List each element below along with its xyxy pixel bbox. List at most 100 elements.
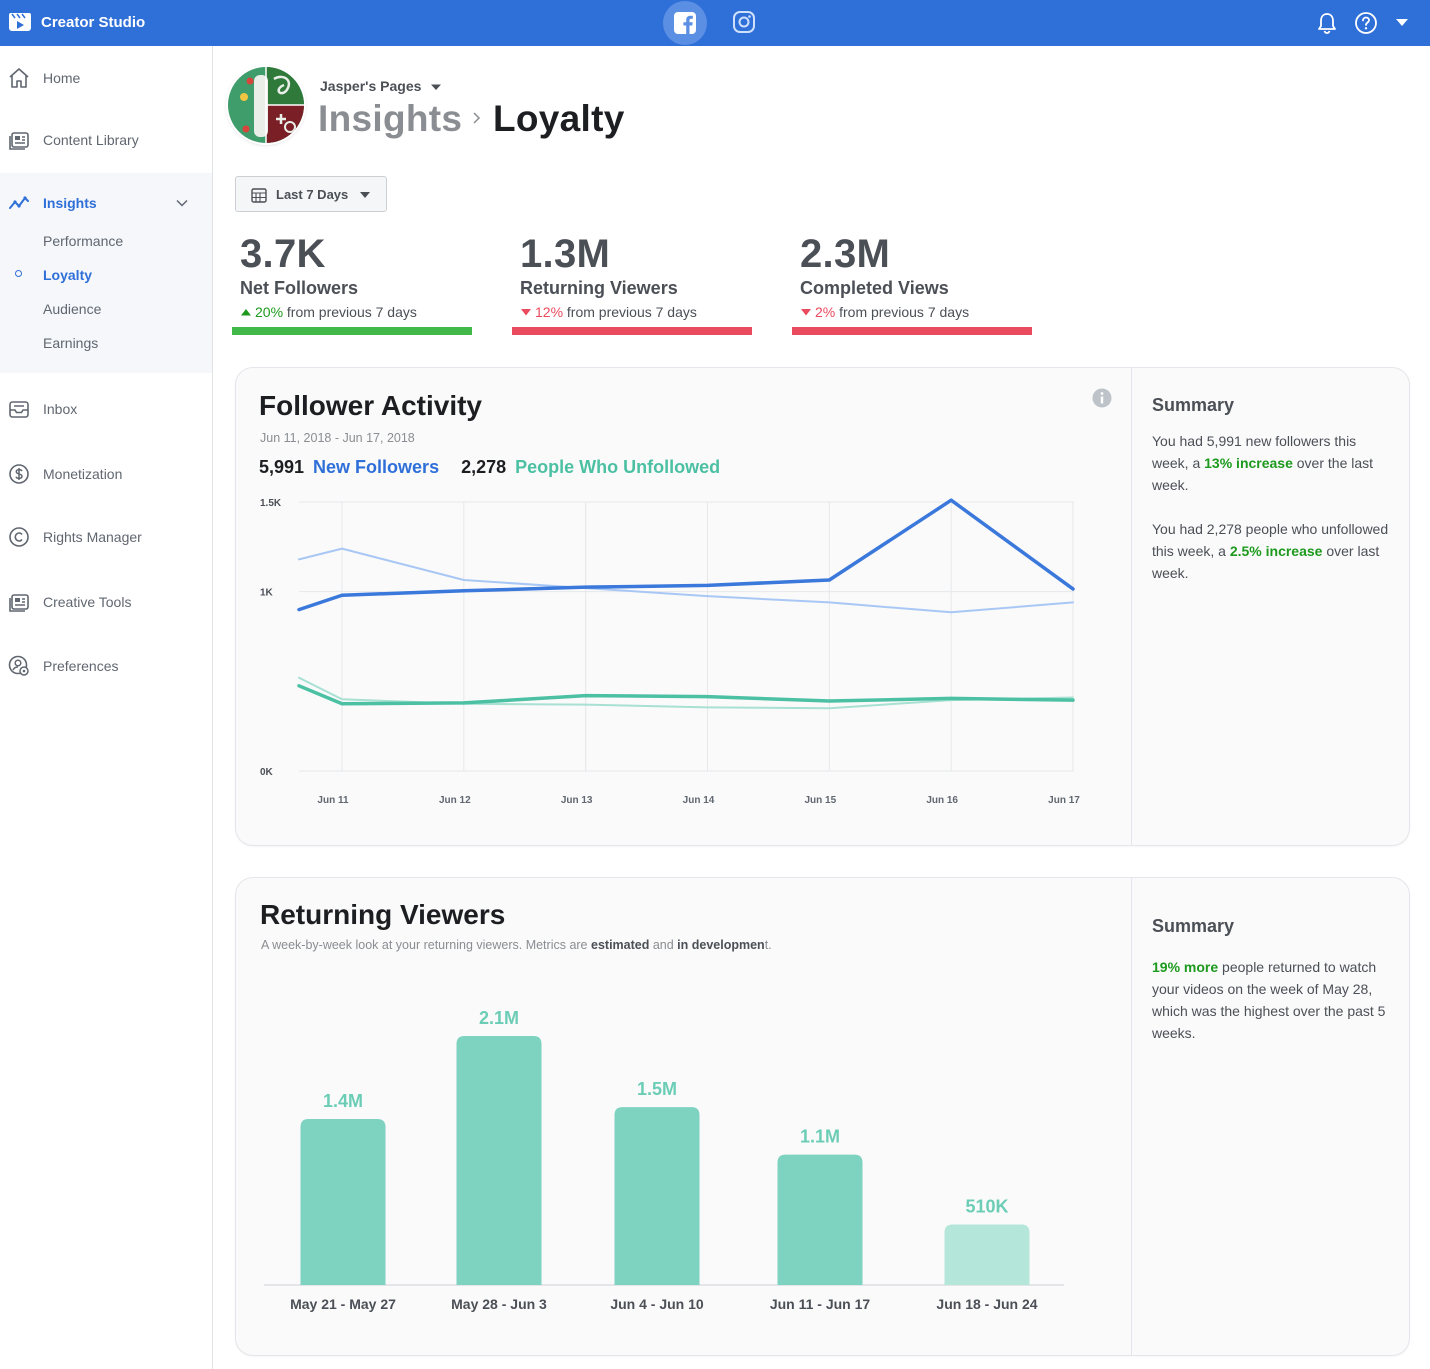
y-tick-label: 1.5K xyxy=(260,498,282,509)
bar[interactable] xyxy=(614,1107,700,1285)
bar[interactable] xyxy=(300,1119,386,1285)
app-brand[interactable]: Creator Studio xyxy=(8,9,145,35)
bar[interactable] xyxy=(944,1224,1030,1285)
metric-completed-views[interactable]: 2.3M Completed Views 2% from previous 7 … xyxy=(792,232,1032,336)
series-line-previous[interactable] xyxy=(298,676,1074,710)
metric-indicator-bar xyxy=(512,327,752,335)
summary-title: Summary xyxy=(1152,916,1235,936)
follower-activity-date-range: Jun 11, 2018 - Jun 17, 2018 xyxy=(260,431,415,445)
series-line-previous[interactable] xyxy=(298,547,1074,614)
x-tick-label: Jun 13 xyxy=(561,795,593,806)
help-icon[interactable] xyxy=(1354,11,1378,35)
follower-activity-summary: Summary You had 5,991 new followers this… xyxy=(1132,368,1409,845)
page-avatar[interactable] xyxy=(228,67,304,143)
breadcrumb-parent[interactable]: Insights xyxy=(318,98,463,139)
sidebar-item-home[interactable]: Home xyxy=(0,63,212,93)
x-tick-label: May 28 - Jun 3 xyxy=(451,1296,547,1312)
follower-activity-panel: Follower Activity Jun 11, 2018 - Jun 17,… xyxy=(235,367,1410,846)
bar-value-label: 510K xyxy=(965,1197,1008,1217)
page-avatar-image xyxy=(228,67,304,143)
active-indicator-dot xyxy=(15,270,22,277)
metric-net-followers[interactable]: 3.7K Net Followers 20% from previous 7 d… xyxy=(232,232,472,336)
metric-value: 3.7K xyxy=(240,232,326,276)
summary-paragraph: You had 2,278 people who unfollowed this… xyxy=(1152,521,1389,581)
y-tick-label: 0K xyxy=(260,767,274,778)
metric-delta: 12% from previous 7 days xyxy=(520,304,697,320)
page-name: Jasper's Pages xyxy=(320,78,422,94)
calendar-icon xyxy=(251,188,267,203)
sidebar-item-content-library[interactable]: Content Library xyxy=(0,125,212,155)
bell-icon[interactable] xyxy=(1316,11,1338,35)
sidebar-subitem-loyalty[interactable]: Loyalty xyxy=(43,267,93,283)
page-selector[interactable]: Jasper's Pages xyxy=(320,78,442,94)
sidebar: Home Content Library Insights Performanc… xyxy=(0,46,213,1369)
series-line[interactable] xyxy=(297,684,1075,706)
follower-activity-title: Follower Activity xyxy=(259,390,483,421)
metric-delta: 2% from previous 7 days xyxy=(800,304,969,320)
sidebar-item-insights[interactable]: Insights xyxy=(0,188,212,218)
creative-tools-icon xyxy=(9,594,29,612)
facebook-icon xyxy=(674,12,696,35)
sidebar-item-inbox[interactable]: Inbox xyxy=(0,394,212,424)
unfollowed-count: 2,278 xyxy=(461,457,507,477)
app-title: Creator Studio xyxy=(41,13,146,31)
home-icon xyxy=(9,68,29,88)
x-tick-label: Jun 4 - Jun 10 xyxy=(610,1296,704,1312)
summary-paragraph: 19% more people returned to watch your v… xyxy=(1152,959,1386,1041)
metric-name: Net Followers xyxy=(240,278,359,298)
returning-viewers-summary: Summary 19% more people returned to watc… xyxy=(1132,878,1409,1355)
arrow-down-icon xyxy=(801,309,811,316)
legend-new-followers[interactable]: New Followers xyxy=(313,457,440,477)
x-tick-label: Jun 16 xyxy=(926,795,958,806)
caret-down-icon xyxy=(360,192,370,198)
series-line[interactable] xyxy=(297,498,1075,612)
follower-activity-legend: 5,991 New Followers 2,278 People Who Unf… xyxy=(259,457,720,478)
sidebar-subitem-earnings[interactable]: Earnings xyxy=(43,335,99,351)
date-range-dropdown[interactable]: Last 7 Days xyxy=(235,176,387,212)
chevron-down-icon[interactable] xyxy=(176,199,188,207)
arrow-up-icon xyxy=(241,309,251,316)
x-tick-label: Jun 11 - Jun 17 xyxy=(770,1296,871,1312)
content-library-icon xyxy=(9,132,29,150)
metric-value: 1.3M xyxy=(520,232,611,276)
caret-down-icon xyxy=(431,84,442,90)
x-tick-label: Jun 11 xyxy=(317,795,349,806)
legend-unfollowed[interactable]: People Who Unfollowed xyxy=(515,457,721,477)
creator-studio-logo-icon xyxy=(9,13,31,31)
chevron-right-icon xyxy=(473,112,481,124)
sidebar-item-creative-tools[interactable]: Creative Tools xyxy=(0,587,212,617)
instagram-icon[interactable] xyxy=(732,10,756,34)
bar-value-label: 1.5M xyxy=(637,1079,677,1099)
bar-value-label: 1.1M xyxy=(800,1127,840,1147)
summary-title: Summary xyxy=(1152,395,1235,415)
x-tick-label: Jun 17 xyxy=(1048,795,1080,806)
x-tick-label: Jun 18 - Jun 24 xyxy=(936,1296,1037,1312)
y-tick-label: 1K xyxy=(260,588,274,599)
metric-returning-viewers[interactable]: 1.3M Returning Viewers 12% from previous… xyxy=(512,232,752,336)
returning-viewers-subtitle: A week-by-week look at your returning vi… xyxy=(261,938,772,952)
bar[interactable] xyxy=(777,1154,863,1285)
info-icon[interactable] xyxy=(1092,388,1112,408)
sidebar-item-preferences[interactable]: Preferences xyxy=(0,651,212,681)
sidebar-insights-group: Insights Performance Loyalty Audience Ea… xyxy=(0,173,212,373)
x-tick-label: Jun 14 xyxy=(683,795,715,806)
returning-viewers-panel: Returning Viewers A week-by-week look at… xyxy=(235,877,1410,1356)
bar[interactable] xyxy=(456,1036,542,1285)
page-title: Loyalty xyxy=(493,98,625,139)
bar-value-label: 2.1M xyxy=(479,1008,519,1028)
sidebar-subitem-audience[interactable]: Audience xyxy=(43,301,102,317)
returning-viewers-title: Returning Viewers xyxy=(260,899,506,930)
caret-down-icon[interactable] xyxy=(1395,18,1409,28)
follower-activity-line-chart: 0K 1K 1.5K Jun 11 Jun 12 Jun 13 Jun 14 Jun 15 Ju… xyxy=(260,498,1080,806)
x-tick-label: May 21 - May 27 xyxy=(290,1296,396,1312)
metric-indicator-bar xyxy=(792,327,1032,335)
metric-delta: 20% from previous 7 days xyxy=(240,304,417,320)
metric-name: Completed Views xyxy=(800,278,949,298)
x-tick-label: Jun 15 xyxy=(804,795,836,806)
bar-value-label: 1.4M xyxy=(323,1091,363,1111)
sidebar-item-monetization[interactable]: Monetization xyxy=(0,459,212,489)
sidebar-item-rights-manager[interactable]: Rights Manager xyxy=(0,522,212,552)
inbox-icon xyxy=(9,401,29,418)
sidebar-subitem-performance[interactable]: Performance xyxy=(43,233,124,249)
facebook-tab[interactable] xyxy=(663,1,707,45)
